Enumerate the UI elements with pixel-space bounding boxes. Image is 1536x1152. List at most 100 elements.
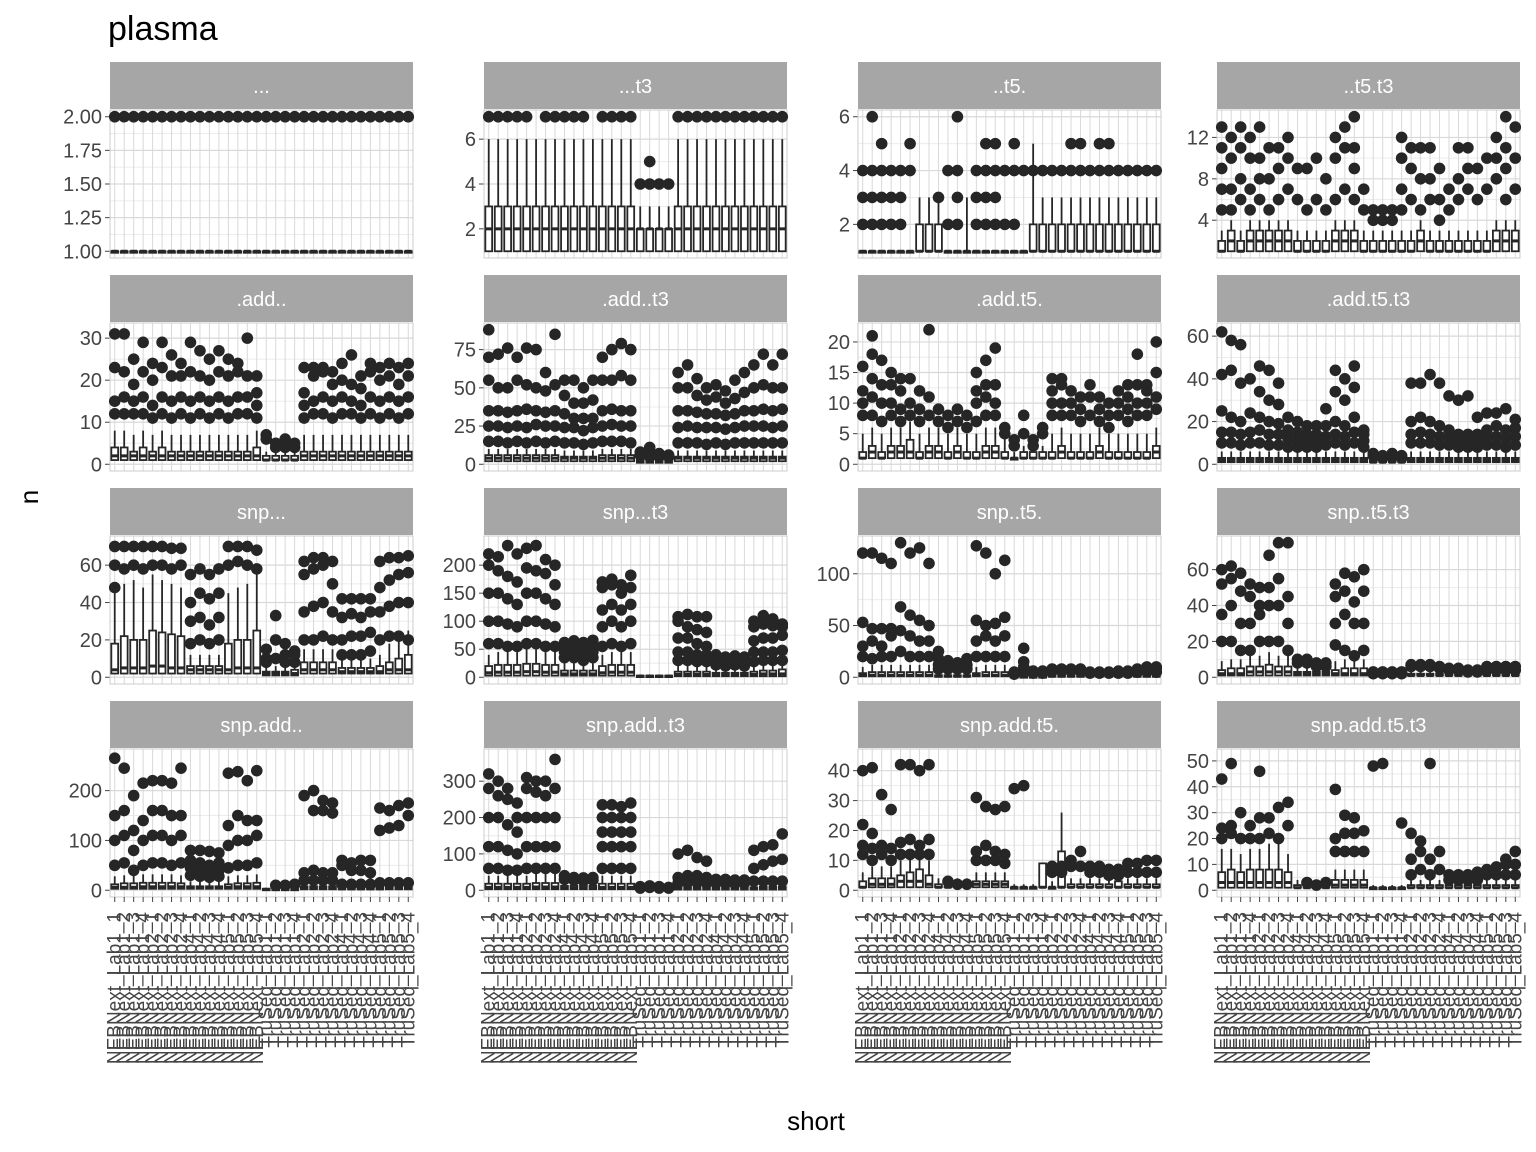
- outlier-point: [184, 596, 197, 609]
- outlier-point: [1414, 426, 1427, 439]
- outlier-point: [392, 110, 405, 123]
- box-iqr: [176, 635, 186, 675]
- outlier-point: [757, 609, 770, 622]
- outlier-point: [1509, 430, 1522, 443]
- outlier-point: [549, 578, 561, 591]
- box-iqr: [1217, 240, 1227, 253]
- outlier-point: [194, 857, 206, 869]
- outlier-point: [1310, 193, 1323, 206]
- outlier-point: [1046, 663, 1058, 675]
- y-tick-label: 0: [465, 880, 476, 902]
- x-tick-label: NEBNext_Lab2_3: [162, 912, 183, 1064]
- outlier-point: [1282, 424, 1294, 436]
- outlier-point: [1215, 832, 1228, 845]
- x-tick-label: NEBNext_Lab4_4: [957, 912, 978, 1065]
- outlier-point: [1253, 360, 1266, 372]
- x-tick-label: NEBNext_Lab5_2: [1335, 912, 1356, 1064]
- outlier-point: [913, 415, 926, 428]
- outlier-point: [980, 137, 992, 150]
- outlier-point: [894, 372, 907, 385]
- x-tick-label: NEBNext_Lab4_1: [1287, 912, 1308, 1064]
- outlier-point: [127, 864, 140, 877]
- outlier-point: [970, 614, 983, 627]
- outlier-point: [232, 357, 244, 370]
- outlier-point: [501, 382, 514, 394]
- outlier-point: [643, 155, 656, 168]
- outlier-point: [298, 110, 310, 123]
- outlier-point: [672, 366, 684, 379]
- outlier-point: [913, 403, 926, 416]
- outlier-point: [222, 839, 235, 852]
- outlier-point: [1301, 204, 1313, 216]
- outlier-point: [932, 415, 945, 428]
- panel-border: [483, 535, 788, 685]
- outlier-point: [175, 391, 187, 403]
- outlier-point: [345, 349, 358, 361]
- x-tick-label: TruSeq_Lab5_2: [1486, 912, 1507, 1048]
- outlier-point: [691, 623, 703, 636]
- box-iqr: [110, 446, 120, 461]
- outlier-point: [1367, 666, 1380, 678]
- outlier-point: [776, 618, 789, 630]
- outlier-point: [108, 834, 121, 847]
- outlier-point: [1112, 397, 1125, 409]
- outlier-point: [1263, 364, 1275, 377]
- box-iqr: [550, 664, 560, 677]
- outlier-point: [875, 397, 888, 409]
- outlier-point: [1395, 817, 1408, 829]
- box-iqr: [541, 664, 550, 677]
- outlier-point: [298, 555, 310, 568]
- y-tick-label: 20: [80, 370, 102, 392]
- outlier-point: [222, 862, 235, 874]
- outlier-point: [501, 342, 514, 354]
- outlier-point: [885, 842, 897, 855]
- outlier-point: [1263, 415, 1275, 428]
- outlier-point: [1443, 183, 1455, 195]
- outlier-point: [326, 578, 339, 590]
- outlier-point: [482, 768, 495, 780]
- outlier-point: [980, 409, 992, 422]
- outlier-point: [482, 548, 495, 560]
- box-iqr: [119, 446, 129, 461]
- y-tick-label: 100: [443, 611, 476, 633]
- outlier-point: [1414, 863, 1427, 876]
- outlier-point: [1122, 391, 1134, 403]
- box-iqr: [1302, 240, 1312, 253]
- outlier-point: [549, 598, 561, 611]
- outlier-point: [757, 420, 770, 432]
- box-iqr: [157, 631, 167, 675]
- outlier-point: [776, 420, 789, 432]
- x-tick-label: NEBNext_Lab1_4: [1240, 912, 1261, 1065]
- outlier-point: [913, 839, 926, 852]
- outlier-point: [894, 836, 907, 849]
- outlier-point: [1462, 141, 1474, 154]
- outlier-point: [1272, 162, 1285, 175]
- outlier-point: [1215, 773, 1228, 785]
- outlier-point: [1433, 214, 1446, 227]
- outlier-point: [364, 365, 377, 378]
- outlier-point: [336, 357, 348, 370]
- outlier-point: [402, 550, 415, 562]
- outlier-point: [1481, 407, 1493, 419]
- outlier-point: [232, 540, 244, 553]
- outlier-point: [700, 610, 713, 623]
- outlier-point: [549, 640, 561, 653]
- outlier-point: [482, 840, 495, 853]
- outlier-point: [989, 218, 1002, 231]
- outlier-point: [596, 862, 609, 875]
- outlier-point: [222, 540, 235, 553]
- facet-panel: snp.add.t5.t301020304050NEBNext_Lab1_1NE…: [1187, 701, 1526, 1065]
- outlier-point: [558, 869, 571, 882]
- outlier-point: [1348, 827, 1361, 840]
- outlier-point: [1405, 868, 1417, 881]
- x-tick-label: TruSeq_Lab1_4: [1033, 912, 1054, 1048]
- x-tick-label: TruSeq_Lab1_2: [266, 912, 287, 1048]
- outlier-point: [336, 374, 348, 386]
- outlier-point: [776, 348, 789, 360]
- outlier-point: [885, 854, 897, 867]
- outlier-point: [288, 878, 301, 891]
- outlier-point: [511, 548, 523, 560]
- outlier-point: [1414, 141, 1427, 154]
- outlier-point: [1499, 162, 1512, 175]
- outlier-point: [194, 611, 206, 624]
